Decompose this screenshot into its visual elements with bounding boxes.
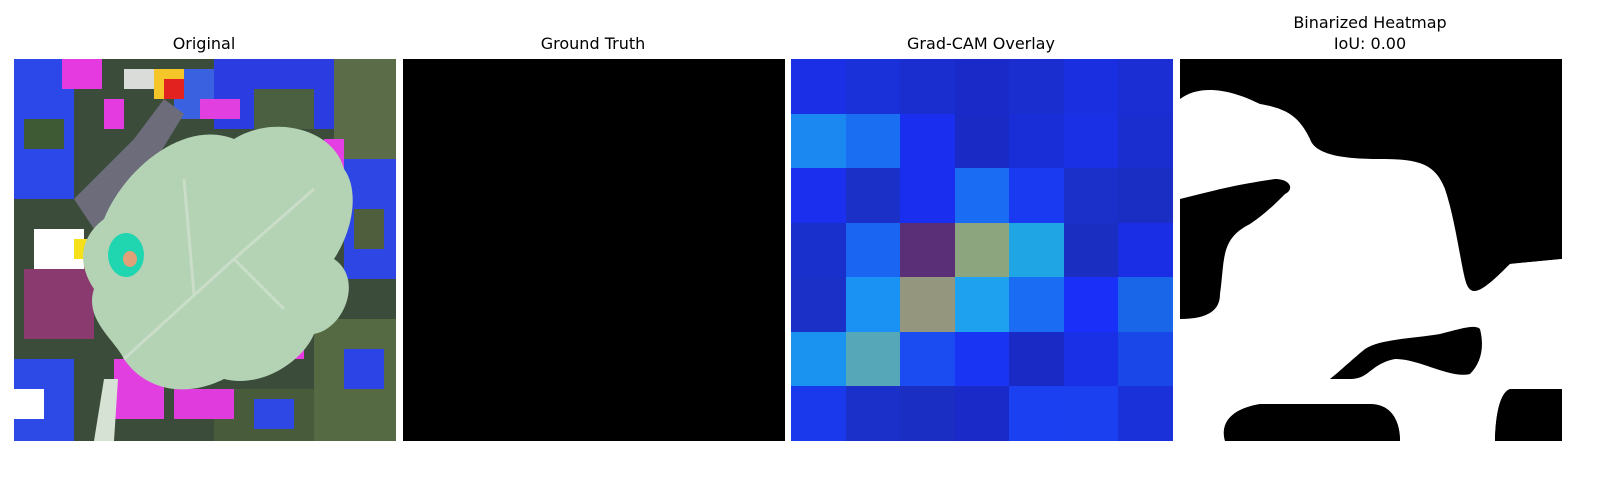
gradcam-cell bbox=[1063, 222, 1119, 278]
gradcam-cell bbox=[954, 59, 1010, 114]
gradcam-cell bbox=[900, 168, 955, 223]
gradcam-cell bbox=[1118, 331, 1173, 387]
gradcam-cell bbox=[845, 277, 901, 332]
gradcam-cell bbox=[791, 222, 846, 278]
gradcam-cell bbox=[1118, 168, 1173, 223]
gradcam-cell bbox=[845, 386, 901, 441]
gradcam-cell bbox=[900, 222, 955, 278]
heatmap-black-blob-mid bbox=[1330, 326, 1482, 379]
ground-truth-mask bbox=[403, 59, 785, 441]
branch bbox=[74, 99, 184, 229]
gradcam-cell bbox=[954, 113, 1010, 169]
gradcam-cell bbox=[791, 331, 846, 387]
gradcam-cell bbox=[954, 386, 1010, 441]
gradcam-cell bbox=[791, 168, 846, 223]
gradcam-cell bbox=[900, 386, 955, 441]
stem bbox=[94, 379, 118, 441]
gradcam-cell bbox=[900, 277, 955, 332]
panel-title-binarized-line1: Binarized Heatmap bbox=[1293, 13, 1447, 32]
gradcam-cell bbox=[1063, 277, 1119, 332]
original-image-canvas bbox=[14, 59, 396, 441]
heatmap-black-blob-bottom bbox=[1223, 404, 1400, 441]
binarized-heatmap-canvas bbox=[1180, 59, 1562, 441]
gradcam-cell bbox=[1009, 168, 1064, 223]
gradcam-cell bbox=[791, 59, 846, 114]
gradcam-cell bbox=[954, 168, 1010, 223]
gradcam-cell bbox=[791, 277, 846, 332]
gradcam-cell bbox=[1063, 331, 1119, 387]
gradcam-cell bbox=[845, 59, 901, 114]
gradcam-cell bbox=[791, 386, 846, 441]
gradcam-cell bbox=[1009, 113, 1064, 169]
gradcam-cell bbox=[954, 331, 1010, 387]
gradcam-cell bbox=[900, 59, 955, 114]
gradcam-cell bbox=[1063, 59, 1119, 114]
gradcam-cell bbox=[900, 113, 955, 169]
gradcam-cell bbox=[1118, 113, 1173, 169]
panel-title-gradcam: Grad-CAM Overlay bbox=[907, 34, 1055, 53]
leaf-vein bbox=[122, 178, 315, 361]
gradcam-cell bbox=[1118, 222, 1173, 278]
gradcam-cell bbox=[1009, 222, 1064, 278]
gradcam-cell bbox=[845, 168, 901, 223]
original-image bbox=[14, 59, 396, 441]
gradcam-cell bbox=[1118, 59, 1173, 114]
gradcam-cell bbox=[845, 331, 901, 387]
gradcam-cell bbox=[1009, 386, 1064, 441]
gradcam-cell bbox=[1009, 331, 1064, 387]
gradcam-overlay bbox=[791, 59, 1173, 441]
gradcam-grid bbox=[791, 59, 1173, 441]
panel-title-original: Original bbox=[172, 34, 236, 53]
gradcam-cell bbox=[791, 113, 846, 169]
leaf-spot-center bbox=[123, 251, 137, 267]
gradcam-cell bbox=[1063, 168, 1119, 223]
gradcam-cell bbox=[900, 331, 955, 387]
gradcam-cell bbox=[1063, 386, 1119, 441]
gradcam-cell bbox=[1009, 277, 1064, 332]
panel-title-binarized-line2: IoU: 0.00 bbox=[1333, 34, 1407, 53]
gradcam-cell bbox=[1009, 59, 1064, 114]
gradcam-cell bbox=[1063, 113, 1119, 169]
gradcam-cell bbox=[954, 277, 1010, 332]
gradcam-cell bbox=[845, 113, 901, 169]
heatmap-white-lower bbox=[1180, 259, 1562, 441]
gradcam-cell bbox=[845, 222, 901, 278]
gradcam-cell bbox=[1118, 277, 1173, 332]
gradcam-cell bbox=[954, 222, 1010, 278]
heatmap-black-corner bbox=[1495, 389, 1562, 441]
leaf bbox=[83, 126, 353, 390]
gradcam-cell bbox=[1118, 386, 1173, 441]
panel-title-ground-truth: Ground Truth bbox=[540, 34, 646, 53]
binarized-heatmap bbox=[1180, 59, 1562, 441]
